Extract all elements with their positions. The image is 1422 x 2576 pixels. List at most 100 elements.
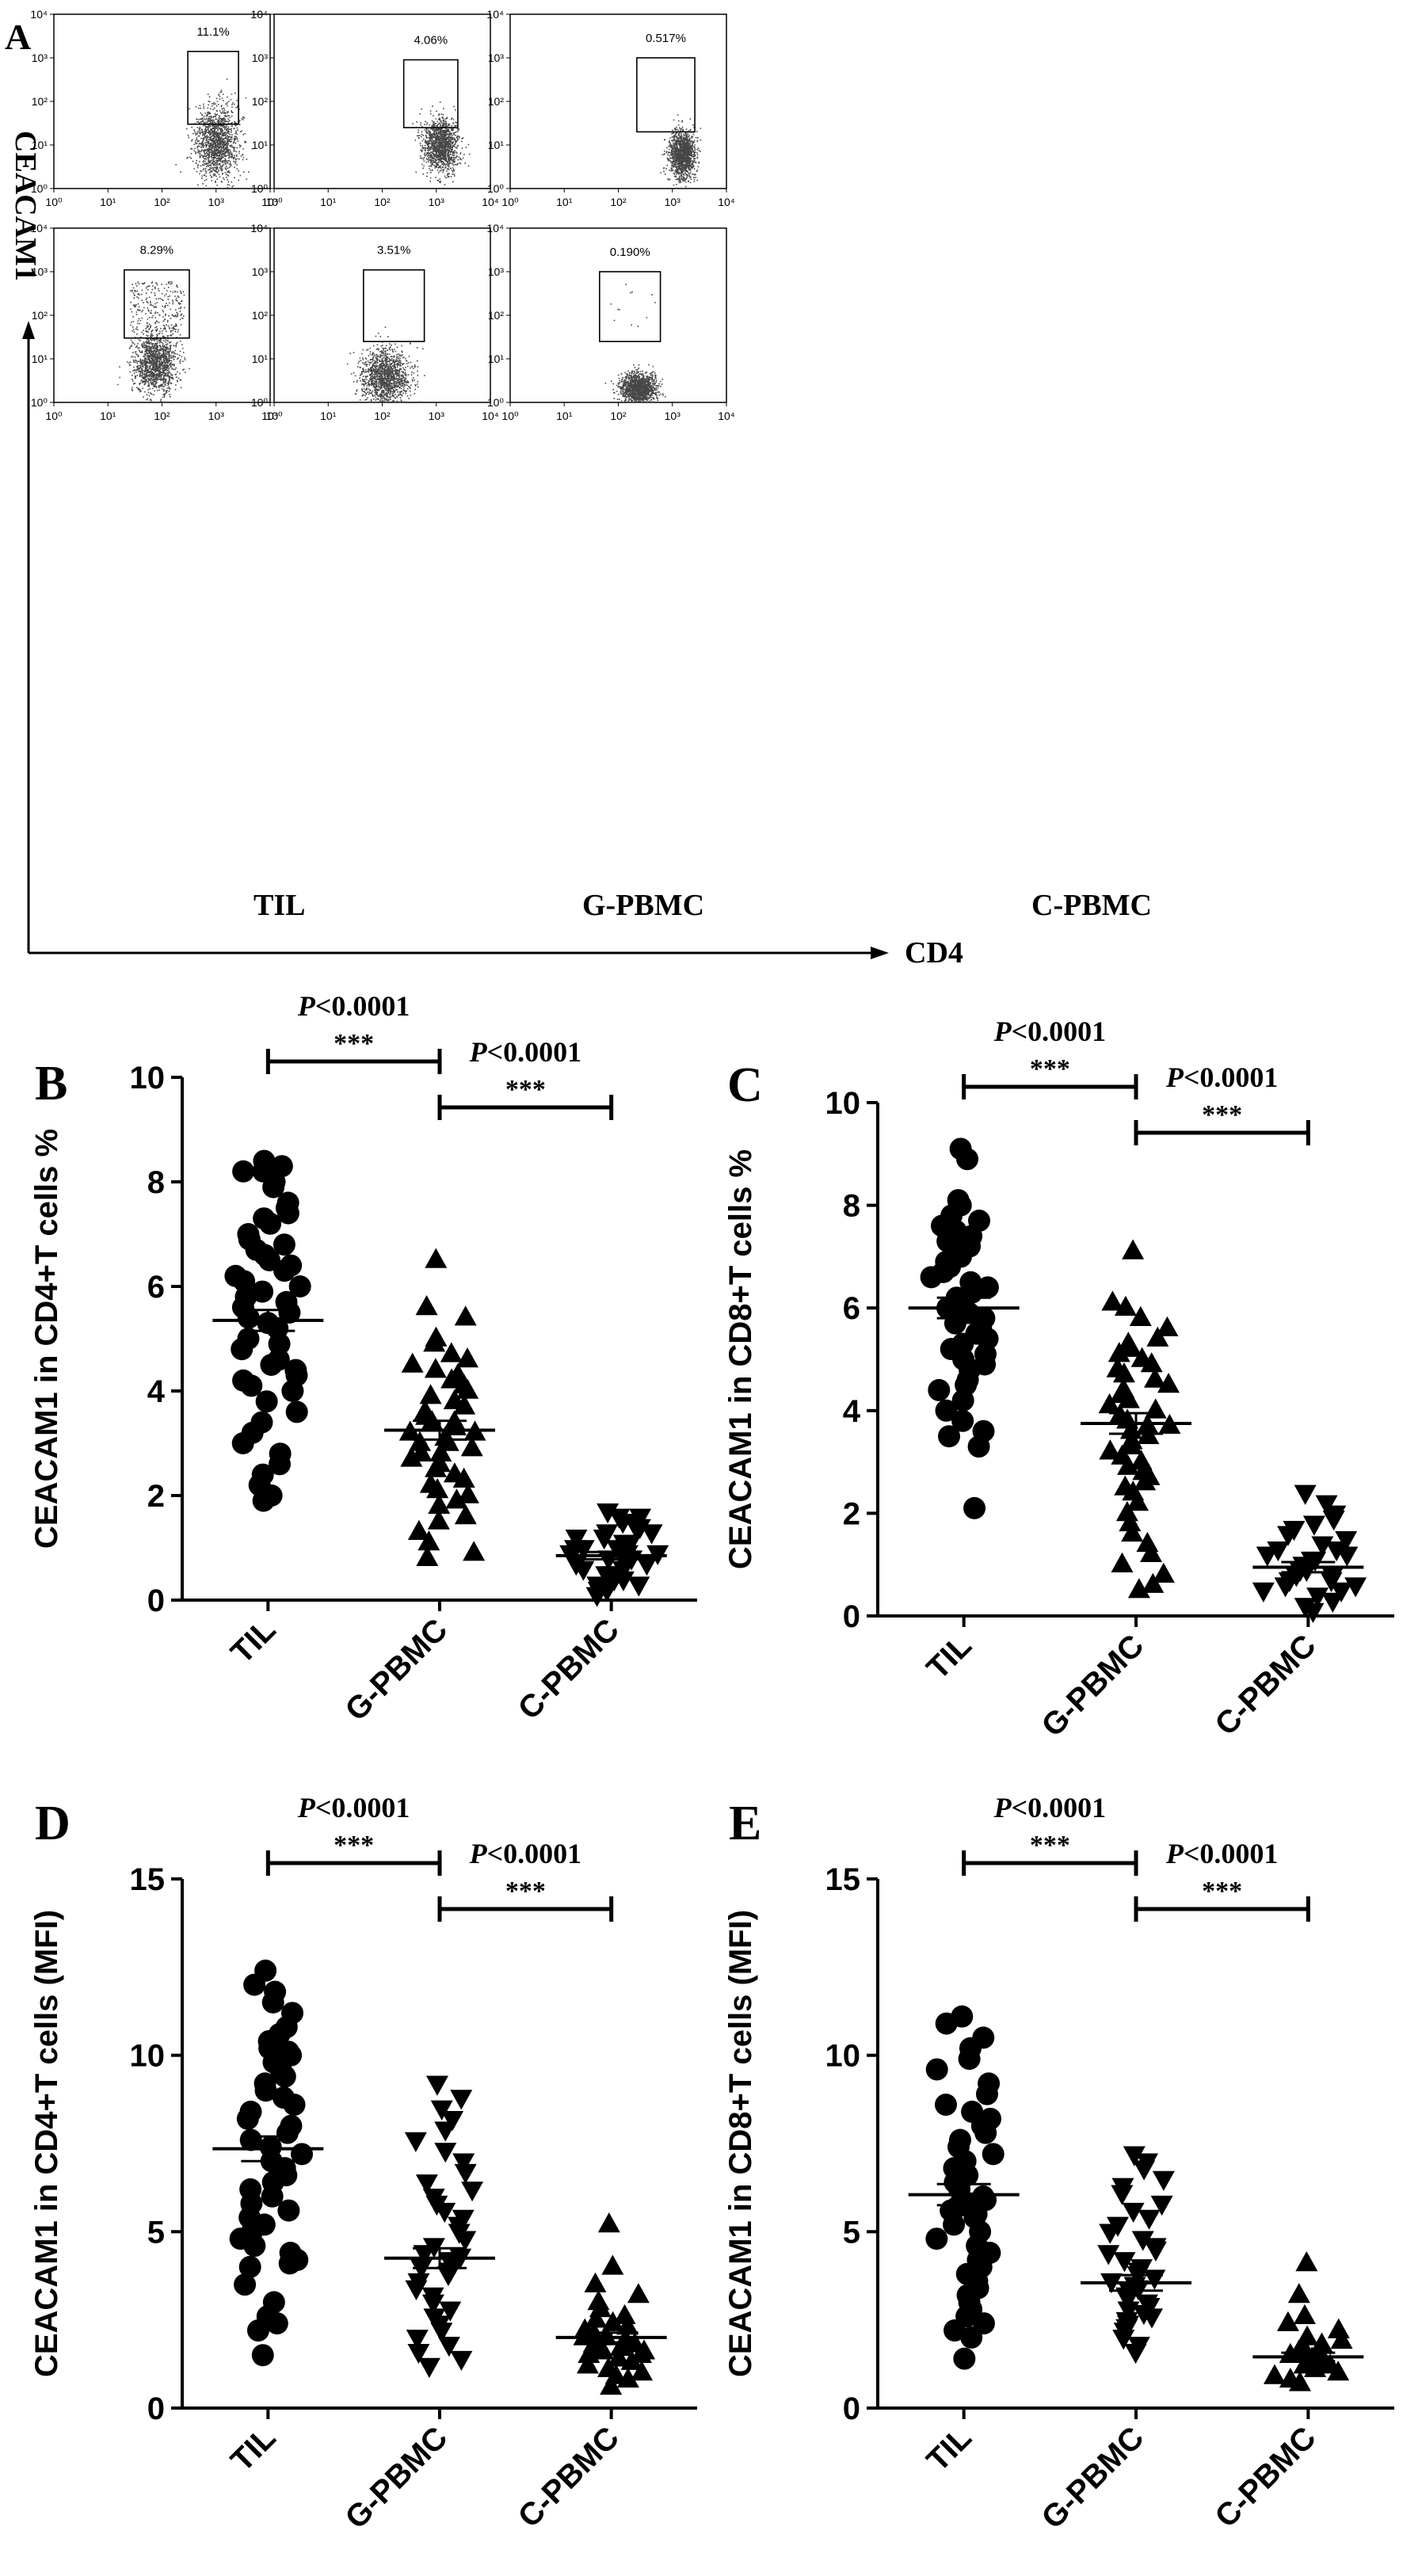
p-value-label: P<0.0001 — [297, 990, 410, 1022]
data-point — [281, 1380, 304, 1402]
data-point — [433, 2202, 456, 2224]
data-point — [1113, 2252, 1136, 2273]
gate-percentage: 0.190% — [610, 246, 650, 259]
panel-letter-a: A — [5, 17, 31, 57]
data-point — [925, 2227, 948, 2250]
x-tick-label: 10⁴ — [718, 196, 735, 208]
p-value-label: P<0.0001 — [297, 1792, 410, 1823]
data-point — [1157, 1373, 1180, 1393]
data-point — [252, 1489, 275, 1512]
y-tick-label: 10³ — [252, 51, 269, 64]
data-point — [434, 2143, 457, 2163]
data-point — [1310, 2332, 1333, 2353]
data-point — [601, 2311, 624, 2331]
data-point — [401, 1352, 424, 1373]
data-point — [285, 1400, 308, 1423]
data-point — [627, 2283, 650, 2304]
series-til — [920, 1137, 999, 1519]
data-point — [417, 2357, 440, 2378]
data-point — [251, 2344, 274, 2367]
data-point — [440, 1342, 463, 1362]
category-label: C-PBMC — [1208, 1628, 1322, 1742]
data-point — [1336, 1546, 1359, 1567]
data-point — [454, 1305, 477, 1326]
data-point — [1111, 1552, 1134, 1572]
data-point — [1117, 1388, 1140, 1408]
data-point — [1098, 1393, 1121, 1414]
data-point — [236, 2107, 259, 2130]
dot-plot-panel-e: 0 5 10 15 CEACAM1 in CD8+T cells (MFI) TIL G-P… — [723, 1792, 1394, 2536]
y-tick-label: 2 — [843, 1496, 860, 1531]
series-g-pbmc — [404, 2075, 484, 2378]
data-point — [951, 1389, 974, 1412]
series-c-pbmc — [573, 2212, 656, 2395]
data-point — [1130, 1450, 1153, 1470]
data-point — [938, 1425, 961, 1448]
data-point — [430, 2100, 453, 2121]
y-tick-label: 10¹ — [32, 352, 48, 365]
y-tick-label: 10 — [130, 1061, 166, 1096]
y-tick-label: 8 — [147, 1165, 165, 1200]
x-tick-label: 10³ — [429, 196, 445, 208]
data-point — [1267, 1541, 1290, 1562]
category-label: TIL — [921, 2420, 979, 2479]
data-point — [1287, 2283, 1310, 2304]
flow-gated-events — [610, 284, 656, 327]
series-g-pbmc — [398, 1248, 486, 1566]
data-point — [1306, 1587, 1329, 1608]
column-label-c-pbmc: C-PBMC — [1031, 889, 1152, 922]
data-point — [426, 1478, 449, 1499]
panel-letter-b: B — [35, 1057, 67, 1111]
data-point — [415, 2174, 438, 2195]
data-point — [1276, 2311, 1299, 2331]
category-label: TIL — [224, 1612, 283, 1671]
y-tick-label: 10¹ — [252, 352, 269, 365]
x-tick-label: 10² — [610, 410, 627, 422]
y-tick-label: 15 — [825, 1862, 861, 1897]
data-point — [1274, 1577, 1297, 1598]
data-point — [452, 2153, 475, 2174]
data-point — [1112, 2330, 1135, 2350]
x-tick-label: 10¹ — [556, 410, 573, 422]
data-point — [421, 2294, 444, 2315]
data-point — [450, 2350, 473, 2372]
data-point — [445, 1488, 468, 1509]
data-point — [1311, 1536, 1334, 1557]
dot-plot-panel-d: 0 5 10 15 CEACAM1 in CD4+T cells (MFI) TIL G-P… — [29, 1792, 697, 2536]
data-point — [424, 1358, 447, 1378]
data-point — [1112, 1362, 1135, 1383]
data-point — [963, 1496, 986, 1519]
data-point — [265, 2312, 288, 2335]
x-tick-label: 10¹ — [556, 196, 573, 208]
data-point — [1131, 2231, 1154, 2251]
x-tick-label: 10⁴ — [482, 196, 499, 208]
series-g-pbmc — [1098, 1239, 1181, 1599]
data-point — [273, 1259, 296, 1282]
data-point — [1320, 1572, 1343, 1593]
p-italic: P — [993, 1792, 1012, 1823]
data-point — [268, 1332, 291, 1355]
y-tick-label: 10⁰ — [487, 182, 505, 195]
data-point — [261, 2185, 284, 2208]
data-point — [231, 1338, 254, 1361]
data-point — [261, 1991, 284, 2014]
p-value-label: P<0.0001 — [993, 1792, 1107, 1823]
flow-gate — [363, 269, 425, 342]
series-til — [925, 2005, 1005, 2370]
data-point — [1295, 2251, 1318, 2272]
data-point — [450, 2090, 473, 2110]
data-point — [407, 2343, 430, 2365]
significance-stars: *** — [505, 1075, 546, 1104]
data-point — [454, 1504, 477, 1525]
data-point — [237, 1306, 260, 1329]
x-tick-label: 10² — [154, 196, 170, 208]
data-point — [1099, 1439, 1122, 1460]
x-tick-label: 10⁰ — [45, 196, 63, 208]
significance-stars: *** — [1030, 1054, 1070, 1084]
data-point — [1315, 1495, 1338, 1515]
y-tick-label: 6 — [843, 1291, 860, 1326]
data-point — [404, 2132, 427, 2152]
